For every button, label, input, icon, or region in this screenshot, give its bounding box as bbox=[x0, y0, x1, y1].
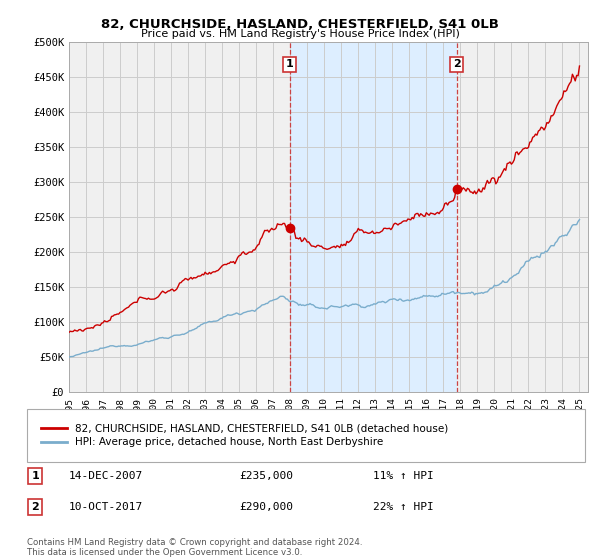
Text: 1: 1 bbox=[286, 59, 293, 69]
Text: £290,000: £290,000 bbox=[239, 502, 293, 512]
Text: 2: 2 bbox=[453, 59, 461, 69]
Text: £235,000: £235,000 bbox=[239, 471, 293, 481]
Text: 1: 1 bbox=[31, 471, 39, 481]
Legend: 82, CHURCHSIDE, HASLAND, CHESTERFIELD, S41 0LB (detached house), HPI: Average pr: 82, CHURCHSIDE, HASLAND, CHESTERFIELD, S… bbox=[38, 420, 452, 451]
Text: 22% ↑ HPI: 22% ↑ HPI bbox=[373, 502, 434, 512]
Text: Price paid vs. HM Land Registry's House Price Index (HPI): Price paid vs. HM Land Registry's House … bbox=[140, 29, 460, 39]
Text: 10-OCT-2017: 10-OCT-2017 bbox=[69, 502, 143, 512]
Text: Contains HM Land Registry data © Crown copyright and database right 2024.
This d: Contains HM Land Registry data © Crown c… bbox=[27, 538, 362, 557]
FancyBboxPatch shape bbox=[27, 409, 585, 462]
Text: 11% ↑ HPI: 11% ↑ HPI bbox=[373, 471, 434, 481]
Text: 2: 2 bbox=[31, 502, 39, 512]
Text: 82, CHURCHSIDE, HASLAND, CHESTERFIELD, S41 0LB: 82, CHURCHSIDE, HASLAND, CHESTERFIELD, S… bbox=[101, 18, 499, 31]
Text: 14-DEC-2007: 14-DEC-2007 bbox=[69, 471, 143, 481]
Bar bbox=[290, 42, 457, 392]
